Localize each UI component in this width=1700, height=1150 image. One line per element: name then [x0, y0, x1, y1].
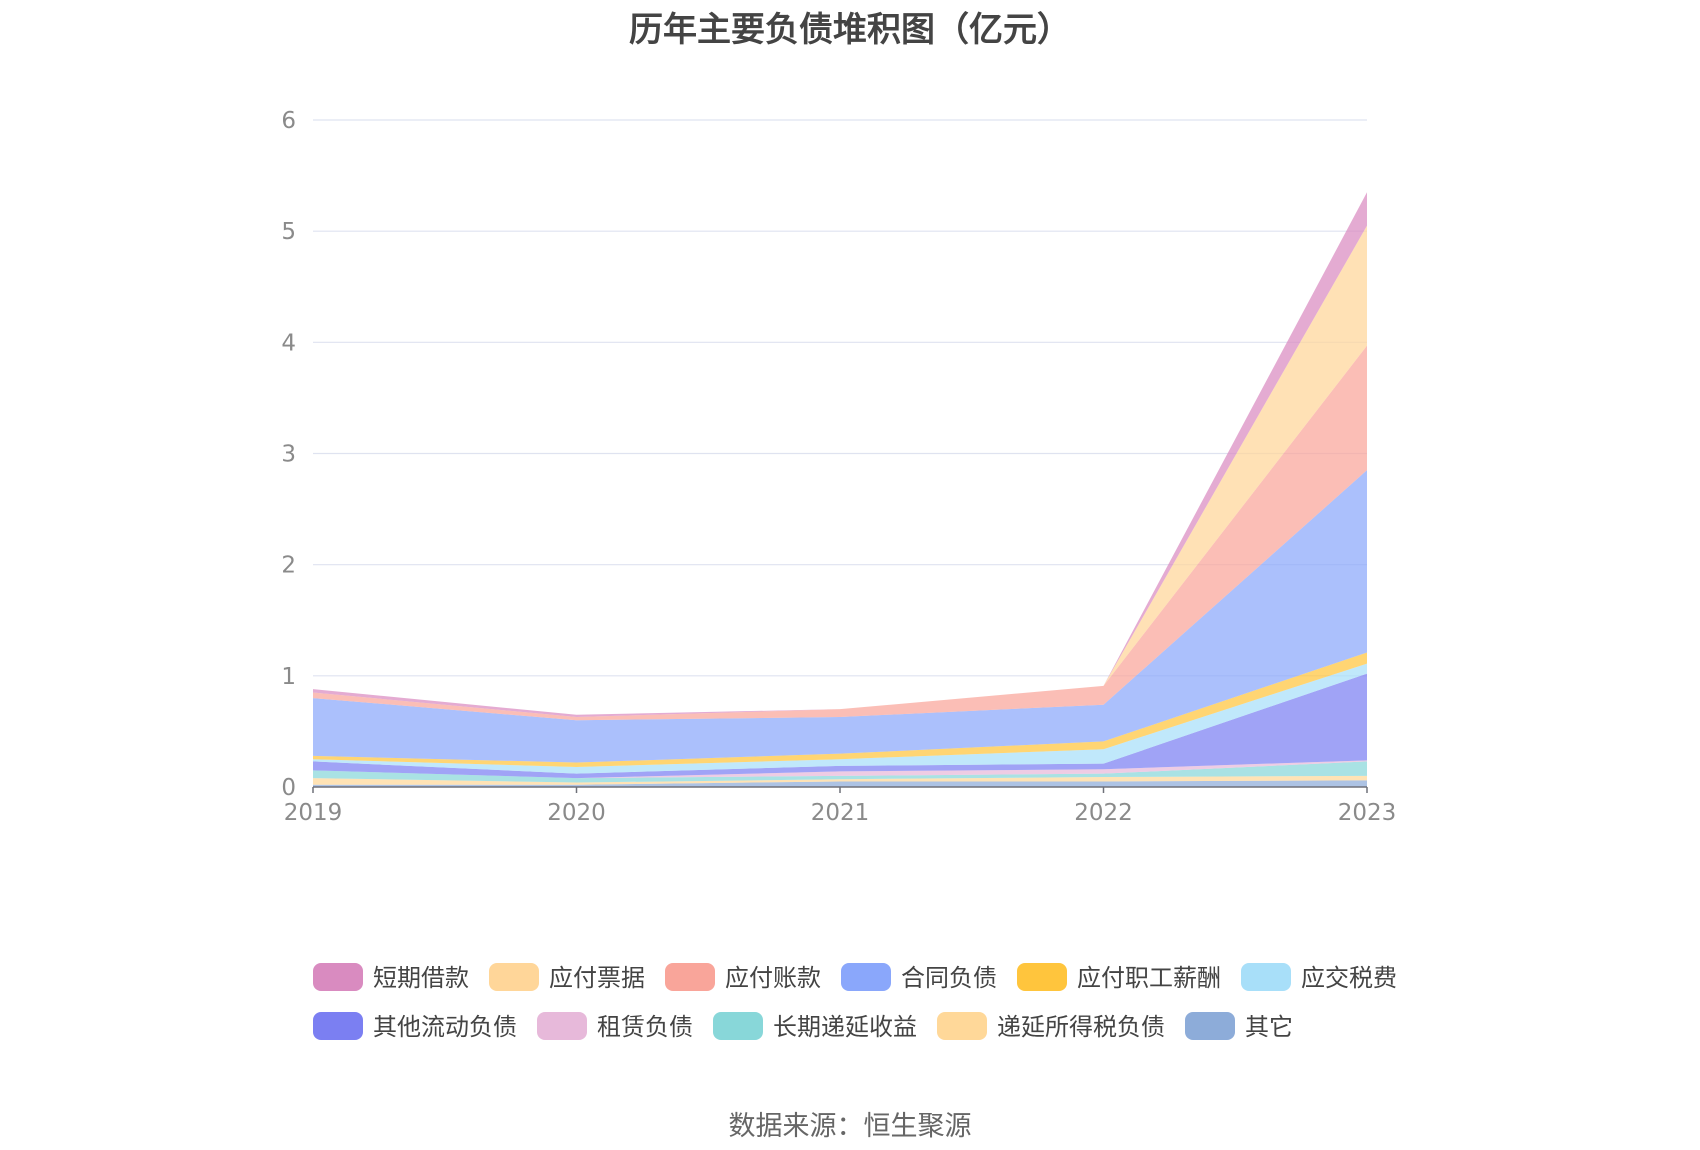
y-tick-label: 5: [281, 219, 296, 245]
grid-lines: [313, 119, 1367, 677]
legend-swatch: [313, 963, 363, 991]
legend-swatch: [489, 963, 539, 991]
legend-swatch: [1241, 963, 1291, 991]
legend-swatch: [665, 963, 715, 991]
legend-swatch: [841, 963, 891, 991]
chart-title: 历年主要负债堆积图（亿元）: [629, 10, 1071, 50]
legend-label: 递延所得税负债: [997, 1013, 1165, 1041]
x-tick-label: 2023: [1338, 800, 1397, 826]
axes: 0 1 2 3 4 5 6 2019 2020 2021 2022 2023: [281, 108, 1396, 826]
area-series-5: [313, 663, 1367, 774]
area-series-7: [313, 470, 1367, 763]
legend-swatch: [537, 1012, 587, 1040]
legend-label: 租赁负债: [597, 1013, 693, 1041]
y-tick-label: 2: [281, 553, 296, 579]
y-tick-label: 0: [281, 775, 296, 801]
legend-label: 长期递延收益: [773, 1013, 917, 1041]
x-tick-label: 2022: [1074, 800, 1133, 826]
y-tick-label: 1: [281, 664, 296, 690]
legend-swatch: [937, 1012, 987, 1040]
area-series-2: [313, 761, 1367, 783]
legend-swatch: [1185, 1012, 1235, 1040]
legend-label: 应付票据: [549, 964, 645, 992]
area-series-3: [313, 760, 1367, 779]
area-series-layer: [313, 192, 1367, 787]
legend-label: 应交税费: [1301, 964, 1397, 992]
x-tick-label: 2020: [547, 800, 606, 826]
y-tick-label: 6: [281, 108, 296, 134]
y-tick-label: 3: [281, 442, 296, 468]
area-series-0: [313, 780, 1367, 787]
legend-swatch: [1017, 963, 1067, 991]
x-tick-label: 2019: [284, 800, 343, 826]
legend-label: 其他流动负债: [373, 1013, 517, 1041]
legend-label: 应付账款: [725, 964, 821, 992]
source-note: 数据来源：恒生聚源: [728, 1111, 972, 1142]
x-tick-label: 2021: [811, 800, 870, 826]
legend-label: 合同负债: [901, 964, 997, 992]
legend-swatch: [313, 1012, 363, 1040]
area-series-4: [313, 673, 1367, 779]
legend-label: 短期借款: [373, 964, 469, 992]
legend-label: 其它: [1245, 1013, 1293, 1041]
legend-swatch: [713, 1012, 763, 1040]
legend-label: 应付职工薪酬: [1077, 964, 1221, 992]
y-tick-label: 4: [281, 330, 296, 356]
